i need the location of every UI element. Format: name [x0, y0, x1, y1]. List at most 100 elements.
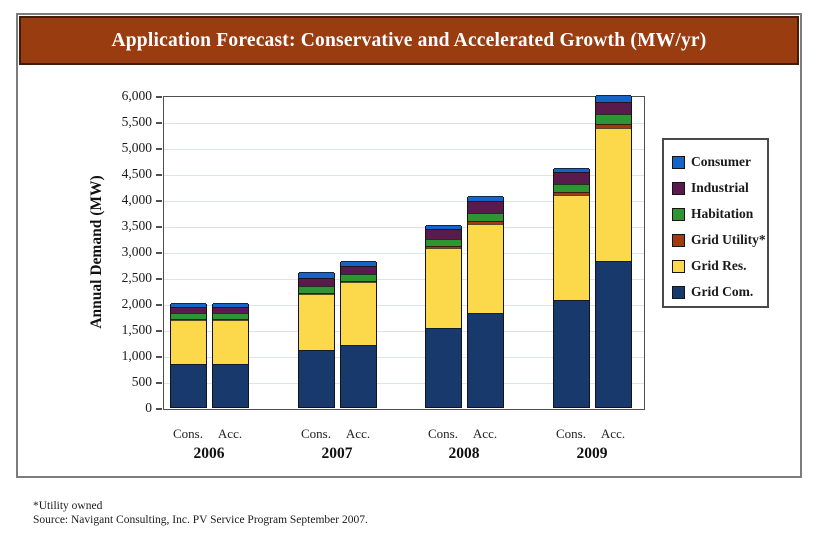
- legend-item-grid_utility: Grid Utility*: [672, 227, 767, 253]
- y-axis-tick: [156, 226, 162, 228]
- stacked-bar-2006-cons: [169, 303, 207, 408]
- scenario-label-acc: Acc.: [600, 426, 626, 441]
- legend-swatch-consumer: [672, 155, 685, 169]
- scenario-label-acc: Acc.: [472, 426, 498, 441]
- y-axis-tick: [156, 356, 162, 358]
- bar-segment-grid_com: [553, 300, 589, 407]
- bar-segment-grid_utility: [467, 220, 503, 224]
- legend-label: Industrial: [691, 180, 749, 195]
- y-axis-tick: [156, 408, 162, 410]
- y-axis-tick: [156, 122, 162, 124]
- bar-segment-industrial: [467, 201, 503, 214]
- scenario-label-acc: Acc.: [217, 426, 243, 441]
- gridline: [164, 383, 644, 384]
- bar-segment-habitation: [425, 238, 461, 247]
- bar-segment-grid_utility: [170, 318, 206, 320]
- legend-swatch-grid_res: [672, 259, 685, 273]
- bar-segment-industrial: [595, 101, 631, 114]
- year-label-2006: 2006: [193, 445, 225, 462]
- bar-segment-consumer: [595, 95, 631, 102]
- bar-segment-habitation: [340, 274, 376, 282]
- gridline: [164, 175, 644, 176]
- bar-segment-consumer: [425, 225, 461, 230]
- legend-box: Consumer Industrial Habitation Grid Utility…: [662, 138, 769, 308]
- bar-segment-grid_com: [425, 327, 461, 407]
- bar-segment-consumer: [340, 261, 376, 266]
- legend-swatch-industrial: [672, 181, 685, 195]
- year-label-2009: 2009: [576, 445, 608, 462]
- stacked-bar-2008-acc: [466, 196, 504, 408]
- bar-segment-industrial: [212, 306, 248, 313]
- y-tick-label: 1,500: [121, 322, 152, 337]
- y-tick-label: 5,000: [121, 140, 152, 155]
- gridline: [164, 201, 644, 202]
- y-axis-tick: [156, 304, 162, 306]
- bar-segment-consumer: [553, 167, 589, 172]
- bar-segment-industrial: [425, 229, 461, 239]
- scenario-label-cons: Cons.: [173, 426, 203, 441]
- scenario-label-cons: Cons.: [556, 426, 586, 441]
- bar-segment-habitation: [212, 312, 248, 319]
- gridline: [164, 305, 644, 306]
- y-axis-tick: [156, 200, 162, 202]
- stacked-bar-2007-cons: [297, 271, 335, 408]
- bar-segment-habitation: [298, 285, 334, 293]
- bar-segment-grid_utility: [340, 281, 376, 283]
- bar-segment-consumer: [170, 303, 206, 307]
- bar-segment-grid_com: [595, 261, 631, 407]
- y-axis-tick: [156, 382, 162, 384]
- y-tick-label: 3,500: [121, 218, 152, 233]
- y-axis-tick: [156, 96, 162, 98]
- scenario-label-cons: Cons.: [428, 426, 458, 441]
- y-axis-tick: [156, 252, 162, 254]
- y-axis-tick: [156, 330, 162, 332]
- chart-title: Application Forecast: Conservative and A…: [111, 29, 707, 51]
- bar-segment-consumer: [467, 196, 503, 202]
- footnote-source: Source: Navigant Consulting, Inc. PV Ser…: [33, 514, 368, 526]
- y-tick-label: 1,000: [121, 348, 152, 363]
- legend-label: Grid Res.: [691, 258, 747, 273]
- stacked-bar-2007-acc: [339, 261, 377, 408]
- bar-segment-habitation: [553, 184, 589, 193]
- y-tick-label: 2,000: [121, 296, 152, 311]
- legend-label: Consumer: [691, 154, 751, 169]
- y-axis-tick: [156, 174, 162, 176]
- y-tick-label: 4,000: [121, 192, 152, 207]
- gridline: [164, 253, 644, 254]
- scenario-label-acc: Acc.: [345, 426, 371, 441]
- stacked-bar-2006-acc: [211, 303, 249, 408]
- bar-segment-grid_res: [595, 128, 631, 262]
- bar-segment-habitation: [595, 113, 631, 125]
- stacked-bar-2009-cons: [552, 167, 590, 408]
- bar-segment-grid_res: [553, 194, 589, 301]
- legend-swatch-habitation: [672, 207, 685, 221]
- legend-swatch-grid_utility: [672, 233, 685, 247]
- gridline: [164, 227, 644, 228]
- y-axis-tick: [156, 148, 162, 150]
- bar-segment-consumer: [212, 303, 248, 307]
- bar-segment-grid_res: [212, 319, 248, 365]
- bar-segment-grid_res: [467, 223, 503, 314]
- y-axis-tick: [156, 278, 162, 280]
- scenario-label-cons: Cons.: [301, 426, 331, 441]
- bar-segment-grid_com: [212, 364, 248, 407]
- bar-segment-industrial: [553, 171, 589, 185]
- y-tick-label: 0: [145, 400, 152, 415]
- y-tick-label: 2,500: [121, 270, 152, 285]
- bar-segment-grid_com: [340, 344, 376, 407]
- stacked-bar-2008-cons: [424, 225, 462, 408]
- bar-segment-industrial: [340, 265, 376, 275]
- legend-item-industrial: Industrial: [672, 175, 767, 201]
- bar-segment-industrial: [298, 277, 334, 286]
- y-tick-label: 3,000: [121, 244, 152, 259]
- year-label-2008: 2008: [448, 445, 480, 462]
- bar-segment-grid_utility: [212, 318, 248, 320]
- bar-segment-grid_utility: [595, 124, 631, 129]
- year-label-2007: 2007: [321, 445, 353, 462]
- bar-segment-industrial: [170, 306, 206, 313]
- footnotes: *Utility owned Source: Navigant Consulti…: [33, 499, 368, 527]
- footnote-utility-owned: *Utility owned: [33, 500, 103, 512]
- y-tick-label: 4,500: [121, 166, 152, 181]
- legend-item-consumer: Consumer: [672, 149, 767, 175]
